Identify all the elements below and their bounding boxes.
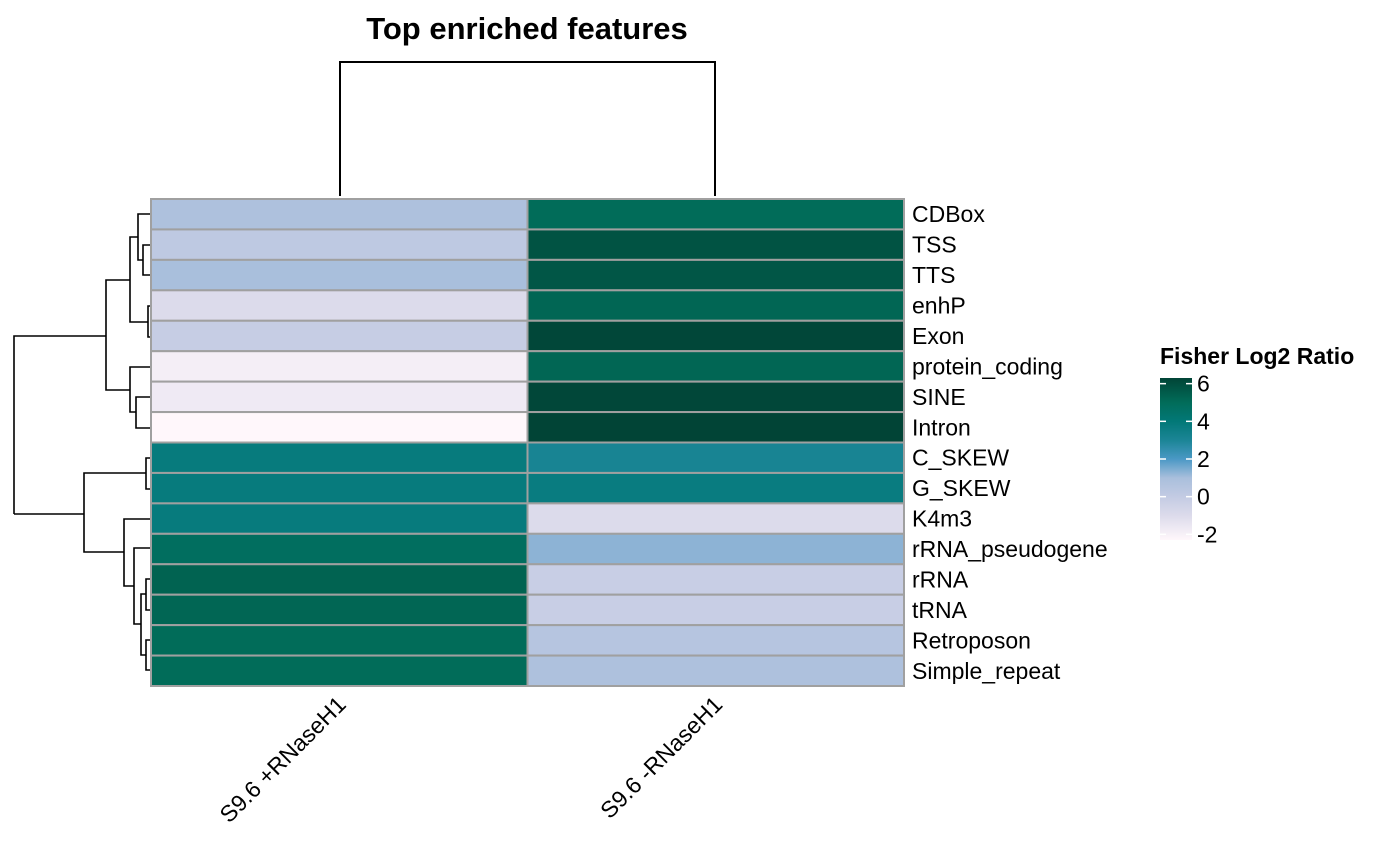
heatmap-cell: [150, 502, 529, 535]
row-dendrogram-upper-b: [129, 366, 150, 413]
row-dendrogram-lower-c: [140, 593, 146, 656]
row-label: G_SKEW: [912, 475, 1011, 501]
legend-tick-label: 2: [1197, 446, 1210, 472]
row-dendrogram-upper-a: [129, 236, 148, 323]
column-labels: S9.6 +RNaseH1 S9.6 -RNaseH1: [214, 691, 727, 827]
row-label: C_SKEW: [912, 445, 1009, 471]
column-label: S9.6 +RNaseH1: [214, 691, 350, 827]
row-labels: CDBox TSS TTS enhP Exon protein_coding SINE Int…: [912, 201, 1108, 684]
heatmap-cell: [150, 441, 529, 474]
row-label: K4m3: [912, 506, 972, 532]
row-dendrogram-lower-b: [133, 547, 150, 625]
heatmap-cell: [526, 502, 905, 535]
heatmap-cell: [150, 228, 529, 261]
row-label: Exon: [912, 323, 964, 349]
legend-tick-label: 4: [1197, 408, 1210, 434]
row-label: Intron: [912, 414, 971, 440]
heatmap-cell: [150, 593, 529, 627]
row-dendrogram-upper-cluster: [105, 279, 130, 391]
legend-ticks: 6 4 2 0 -2: [1160, 371, 1217, 547]
heatmap-cell: [526, 411, 905, 444]
heatmap-cell: [526, 624, 905, 657]
heatmap-cell: [150, 319, 529, 353]
heatmap-cell: [150, 411, 529, 444]
heatmap-cell: [150, 350, 529, 383]
row-label: Retroposon: [912, 627, 1031, 653]
color-legend: Fisher Log2 Ratio 6 4 2 0 -2: [1160, 343, 1354, 547]
heatmap-cell: [526, 350, 905, 383]
row-dendrogram-lower-a: [123, 518, 150, 587]
heatmap-cell: [150, 258, 529, 292]
heatmap-cell: [150, 289, 529, 322]
heatmap-cell: [526, 319, 905, 353]
legend-tick-label: -2: [1197, 521, 1217, 547]
row-label: CDBox: [912, 201, 985, 227]
heatmap-cell: [526, 258, 905, 292]
row-label: rRNA: [912, 566, 969, 592]
legend-tick-label: 0: [1197, 484, 1210, 510]
row-dendrogram-tss-tts: [142, 244, 150, 276]
row-label: rRNA_pseudogene: [912, 536, 1108, 562]
heatmap-cell: [526, 532, 905, 566]
row-dendrogram-rrna-trna: [145, 578, 150, 611]
row-label: TSS: [912, 232, 957, 258]
column-dendrogram-branch: [339, 61, 716, 196]
row-label: protein_coding: [912, 353, 1063, 379]
heatmap-cell: [526, 228, 905, 261]
row-dendrogram-cdbox-group: [137, 213, 150, 261]
heatmap-cell: [526, 380, 905, 414]
heatmap-cell: [526, 563, 905, 596]
row-dendrogram-root: [13, 335, 106, 515]
heatmap-cell: [526, 471, 905, 505]
row-dendrogram-lower-cluster: [83, 472, 146, 553]
heatmap-cell: [150, 654, 529, 687]
row-dendrogram-retro-simple: [145, 639, 150, 671]
row-label: TTS: [912, 262, 955, 288]
row-dendrogram-skew: [145, 457, 150, 490]
row-label: Simple_repeat: [912, 658, 1061, 684]
heatmap-cell: [526, 654, 905, 687]
heatmap-cell: [150, 471, 529, 505]
heatmap-cell: [150, 563, 529, 596]
row-dendrogram-enhp-exon: [147, 305, 150, 338]
column-dendrogram: [339, 61, 716, 196]
heatmap-cell: [150, 532, 529, 566]
row-label: tRNA: [912, 597, 968, 623]
legend-title: Fisher Log2 Ratio: [1160, 343, 1354, 369]
row-dendrogram: [13, 213, 150, 671]
heatmap-cell: [526, 289, 905, 322]
heatmap-cell: [150, 198, 529, 231]
chart-title: Top enriched features: [366, 11, 688, 46]
row-dendrogram-sine-intron: [135, 396, 150, 429]
heatmap-cells: [150, 198, 905, 687]
heatmap-cell: [526, 441, 905, 474]
heatmap-cell: [150, 380, 529, 414]
heatmap-cell: [526, 198, 905, 231]
column-label: S9.6 -RNaseH1: [595, 691, 727, 823]
heatmap-cell: [526, 593, 905, 627]
row-label: enhP: [912, 293, 966, 319]
legend-tick-label: 6: [1197, 371, 1210, 397]
row-label: SINE: [912, 384, 966, 410]
heatmap-cell: [150, 624, 529, 657]
